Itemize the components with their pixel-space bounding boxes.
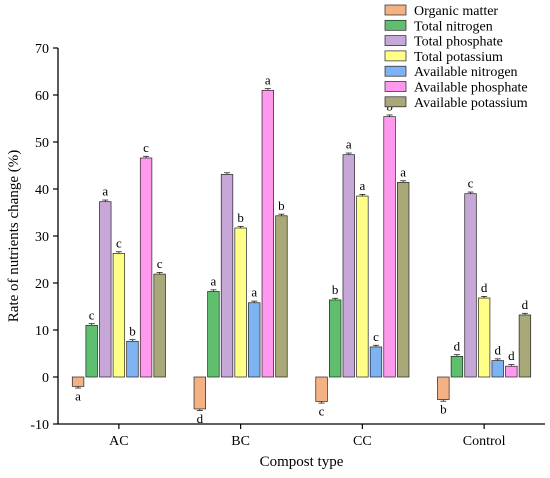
data-label: d xyxy=(508,348,515,363)
x-axis-title: Compost type xyxy=(260,454,344,470)
bar xyxy=(139,157,153,378)
y-tick-label: 30 xyxy=(35,230,49,245)
legend-label: Available potassium xyxy=(414,96,528,111)
bar xyxy=(369,346,383,378)
data-label: d xyxy=(454,338,461,353)
bar xyxy=(450,355,464,378)
bar xyxy=(126,340,139,378)
bar xyxy=(342,154,355,378)
data-label: b xyxy=(332,282,339,297)
data-label: c xyxy=(116,235,122,250)
bar xyxy=(477,297,491,378)
data-label: b xyxy=(237,210,244,225)
bar xyxy=(491,360,504,378)
bar xyxy=(518,314,532,378)
bar xyxy=(220,174,234,378)
bar xyxy=(261,89,274,378)
data-label: a xyxy=(400,164,406,179)
legend-swatch xyxy=(384,4,407,16)
legend-swatch xyxy=(384,81,407,92)
y-tick-label: 60 xyxy=(35,89,49,104)
data-label: b xyxy=(278,198,285,213)
bar xyxy=(275,215,288,378)
x-tick-label: Control xyxy=(463,434,506,449)
y-tick-label: 20 xyxy=(35,277,49,292)
y-tick-label: 70 xyxy=(35,42,49,57)
bar xyxy=(153,273,166,378)
data-label: a xyxy=(75,388,81,403)
legend-label: Total phosphate xyxy=(414,35,503,50)
data-label: c xyxy=(319,403,325,418)
y-tick-label: 0 xyxy=(42,371,49,386)
data-label: c xyxy=(373,329,379,344)
data-label: d xyxy=(481,280,488,295)
legend-swatch xyxy=(384,65,407,77)
data-label: c xyxy=(157,256,163,271)
x-tick-label: CC xyxy=(353,434,372,449)
y-tick-label: 50 xyxy=(35,136,49,151)
legend-label: Available phosphate xyxy=(414,81,528,96)
data-label: c xyxy=(468,176,474,191)
data-label: a xyxy=(102,184,108,199)
y-axis-title: Rate of nutrients change (%) xyxy=(6,150,22,322)
bar xyxy=(193,376,206,410)
bar xyxy=(464,193,477,378)
bar xyxy=(207,291,220,378)
legend-label: Total nitrogen xyxy=(414,19,493,34)
x-tick-label: BC xyxy=(231,434,250,449)
data-label: d xyxy=(522,297,529,312)
data-label: b xyxy=(129,323,136,338)
bar xyxy=(71,376,85,387)
y-tick-label: -10 xyxy=(30,418,49,433)
data-label: a xyxy=(359,178,365,193)
data-label: b xyxy=(440,402,447,417)
data-label: a xyxy=(251,285,257,300)
y-tick-label: 10 xyxy=(35,324,49,339)
bar xyxy=(505,365,518,378)
bar xyxy=(315,376,328,402)
bar xyxy=(85,324,98,378)
bar xyxy=(437,376,450,400)
bar xyxy=(248,302,261,378)
data-label: a xyxy=(265,72,271,87)
data-label: d xyxy=(197,411,204,426)
legend-swatch xyxy=(384,96,407,108)
data-label: d xyxy=(494,343,501,358)
y-tick-label: 40 xyxy=(35,183,49,198)
legend-label: Total potassium xyxy=(414,50,503,65)
bar xyxy=(112,253,126,378)
data-label: a xyxy=(211,273,217,288)
bar xyxy=(397,182,410,378)
x-tick-label: AC xyxy=(109,434,128,449)
legend-label: Organic matter xyxy=(414,4,498,19)
data-label: c xyxy=(143,140,149,155)
legend-swatch xyxy=(384,50,407,62)
legend-swatch xyxy=(384,35,407,46)
legend-label: Available nitrogen xyxy=(414,65,518,80)
legend-swatch xyxy=(384,19,407,31)
bar xyxy=(234,227,247,378)
data-label: a xyxy=(346,137,352,152)
bar xyxy=(99,201,112,378)
bar xyxy=(329,299,342,378)
bar xyxy=(356,195,369,378)
data-label: c xyxy=(89,307,95,322)
bar xyxy=(383,116,396,378)
